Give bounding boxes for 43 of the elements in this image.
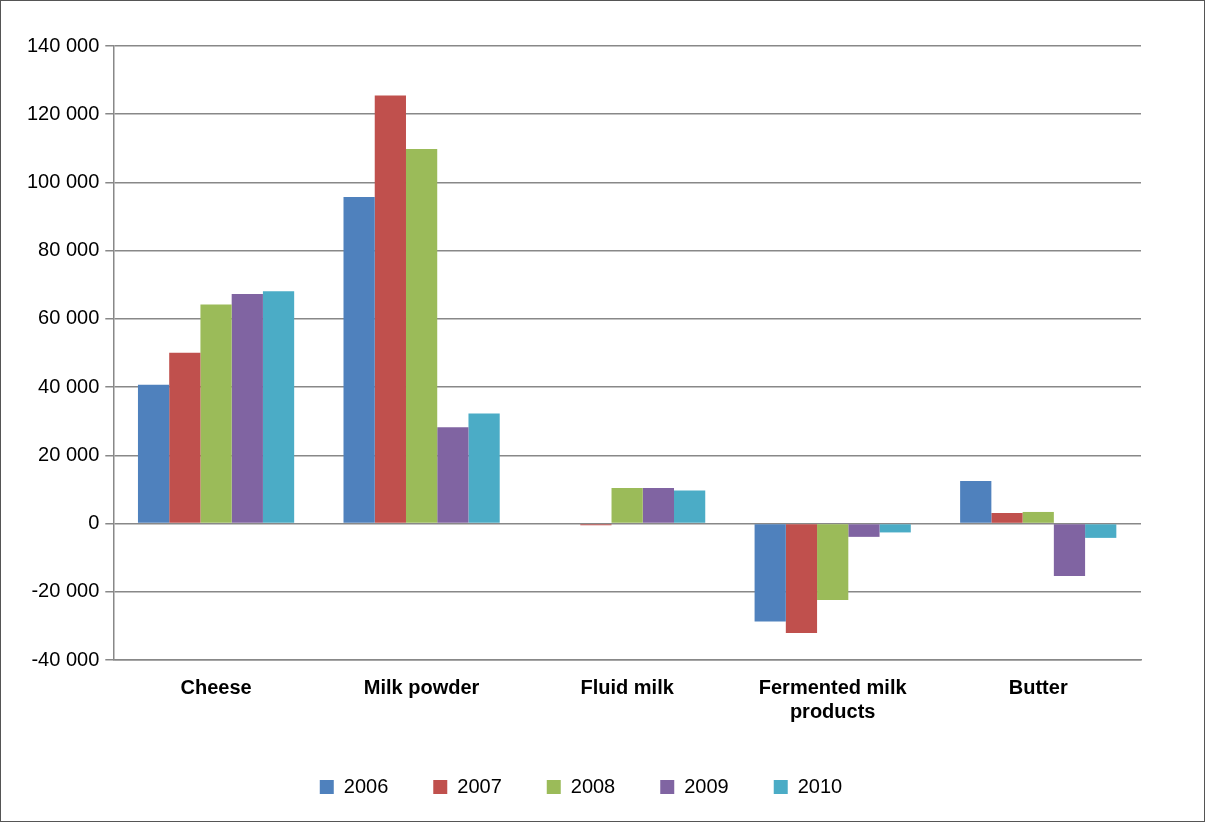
y-tick-label: 20 000	[38, 442, 100, 465]
x-tick-label: Fermented milk products	[758, 675, 908, 722]
bar	[879, 524, 911, 533]
bar	[262, 291, 295, 523]
y-tick-label: 40 000	[38, 374, 100, 397]
bar	[1022, 511, 1054, 523]
bar	[674, 490, 706, 523]
bar	[1053, 524, 1086, 577]
bar	[231, 293, 263, 523]
x-tick-label: Milk powder	[363, 675, 480, 698]
bar	[405, 149, 438, 523]
y-tick-label: 120 000	[27, 101, 100, 124]
legend-label: 2009	[684, 774, 729, 797]
bar	[642, 488, 675, 523]
y-tick-label: -20 000	[31, 579, 100, 602]
x-tick-label: Fluid milk	[580, 675, 675, 698]
bar	[611, 488, 643, 523]
bar	[200, 304, 232, 523]
bar	[754, 524, 786, 622]
bar	[1085, 524, 1117, 538]
y-tick-label: 80 000	[38, 238, 100, 261]
y-tick-label: 0	[88, 511, 100, 534]
bar	[991, 512, 1023, 523]
y-tick-label: 100 000	[27, 169, 100, 192]
bar	[848, 524, 880, 537]
legend-label: 2007	[457, 774, 502, 797]
y-tick-label: 140 000	[27, 33, 100, 56]
legend-label: 2008	[570, 774, 616, 797]
legend-label: 2010	[797, 774, 843, 797]
bar	[468, 413, 500, 523]
bar	[137, 384, 170, 523]
bar	[960, 480, 992, 523]
legend-label: 2006	[343, 774, 389, 797]
x-tick-label: Cheese	[180, 675, 252, 698]
bar	[437, 427, 469, 523]
bar	[343, 197, 375, 523]
y-tick-label: -40 000	[31, 647, 100, 670]
bar	[374, 95, 406, 523]
x-tick-label: Butter	[1008, 675, 1068, 698]
bar	[169, 352, 201, 523]
y-tick-label: 60 000	[38, 306, 100, 329]
bar	[817, 524, 849, 600]
bar	[785, 524, 818, 634]
